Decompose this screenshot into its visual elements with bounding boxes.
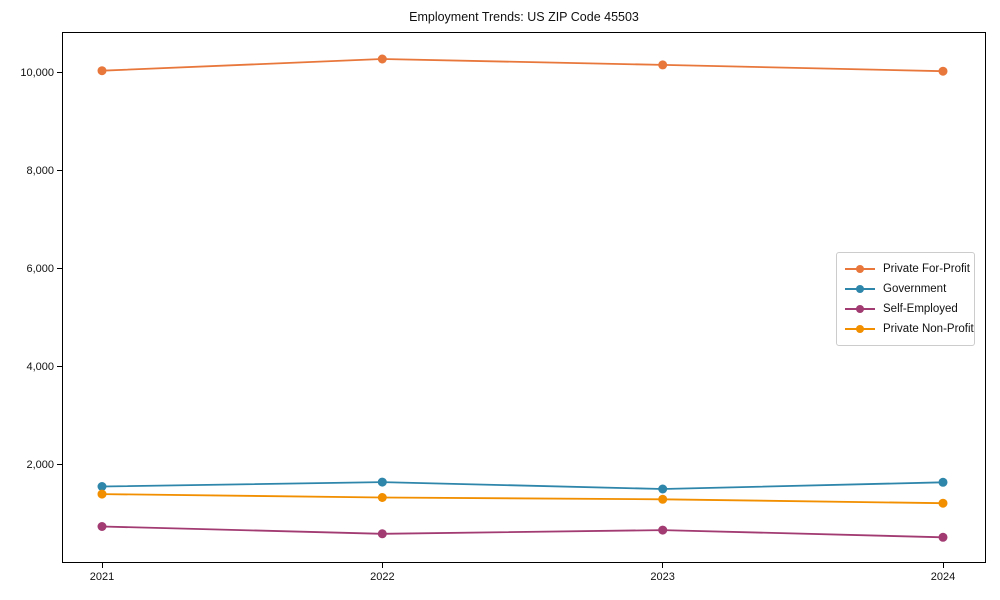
data-point-marker — [658, 525, 668, 535]
data-point-marker — [938, 498, 948, 508]
legend-dot-icon — [856, 325, 864, 333]
legend-dot-icon — [856, 285, 864, 293]
legend-line-marker-icon — [845, 285, 875, 293]
y-tick-label: 2,000 — [26, 458, 54, 471]
legend-line-marker-icon — [845, 305, 875, 313]
y-tick-mark — [57, 366, 62, 368]
legend-line-marker-icon — [845, 265, 875, 273]
legend-dot-icon — [856, 305, 864, 313]
y-tick-mark — [57, 170, 62, 172]
x-tick-mark — [662, 563, 664, 568]
legend-entry: Private Non-Profit — [845, 319, 974, 339]
legend-label: Self-Employed — [883, 302, 958, 315]
data-point-marker — [377, 529, 387, 539]
y-tick-label: 10,000 — [20, 66, 54, 79]
y-tick-mark — [57, 72, 62, 74]
y-tick-label: 8,000 — [26, 164, 54, 177]
legend-entry: Government — [845, 279, 966, 299]
x-tick-mark — [101, 563, 103, 568]
data-point-marker — [377, 477, 387, 487]
data-point-marker — [377, 54, 387, 64]
series-private-non-profit — [97, 489, 948, 508]
x-tick-label: 2024 — [930, 571, 956, 583]
legend-dot-icon — [856, 265, 864, 273]
legend-line-marker-icon — [845, 325, 875, 333]
legend-label: Private For-Profit — [883, 262, 970, 275]
y-tick-mark — [57, 464, 62, 466]
data-point-marker — [97, 66, 107, 76]
data-point-marker — [97, 482, 107, 491]
data-point-marker — [938, 477, 948, 487]
chart-title: Employment Trends: US ZIP Code 45503 — [409, 10, 639, 24]
legend-label: Government — [883, 282, 947, 295]
legend-entry: Private For-Profit — [845, 259, 970, 279]
series-private-for-profit — [97, 54, 948, 76]
y-tick-mark — [57, 268, 62, 270]
data-point-marker — [97, 522, 107, 531]
data-point-marker — [377, 493, 387, 502]
data-point-marker — [97, 489, 107, 499]
data-point-marker — [658, 494, 668, 504]
legend-label: Private Non-Profit — [883, 322, 974, 335]
y-tick-label: 4,000 — [26, 360, 54, 373]
x-tick-mark — [942, 563, 944, 568]
data-point-marker — [938, 66, 948, 76]
x-tick-label: 2021 — [89, 571, 115, 583]
plot-area — [62, 32, 986, 563]
legend-entry: Self-Employed — [845, 299, 966, 319]
data-point-marker — [658, 60, 668, 70]
data-point-marker — [658, 484, 668, 494]
x-tick-label: 2023 — [650, 571, 675, 583]
series-government — [97, 477, 948, 494]
data-point-marker — [938, 532, 948, 542]
line-series-canvas — [97, 54, 948, 542]
legend: Private For-Profit Government Self-Employe… — [836, 252, 975, 346]
x-tick-label: 2022 — [370, 571, 395, 583]
y-tick-label: 6,000 — [26, 262, 54, 275]
x-tick-mark — [381, 563, 383, 568]
series-self-employed — [97, 522, 948, 542]
